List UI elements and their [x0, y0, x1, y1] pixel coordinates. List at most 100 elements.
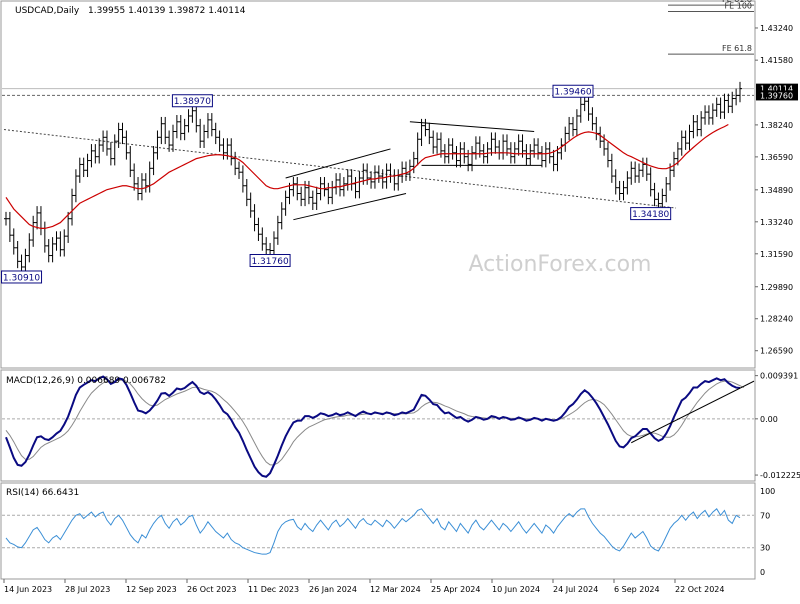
- price-bar: [260, 227, 265, 251]
- price-bar: [365, 163, 370, 185]
- rsi-layer: [2, 508, 754, 555]
- price-bar: [291, 177, 296, 197]
- price-bar: [23, 248, 28, 274]
- price-bar: [341, 177, 346, 197]
- price-bar: [532, 138, 537, 158]
- price-bar: [170, 124, 175, 152]
- price-bar: [613, 169, 618, 195]
- price-bar: [598, 126, 603, 148]
- x-tick-label: 25 Apr 2024: [431, 585, 480, 594]
- y-tick-label: 1.28240: [760, 315, 793, 324]
- price-bar: [229, 138, 234, 166]
- price-bar: [116, 122, 121, 148]
- price-bar: [299, 186, 304, 207]
- macd-title: MACD(12,26,9) 0.006689 0.006782: [6, 376, 166, 386]
- macd-y-tick-label: 0.009391: [760, 372, 798, 381]
- y-tick-label: 1.41580: [760, 56, 793, 65]
- macd-line: [5, 375, 741, 478]
- price-bar: [62, 229, 67, 257]
- price-bar: [671, 151, 676, 178]
- price-bar: [256, 217, 261, 242]
- price-bar: [198, 118, 203, 148]
- y-tick-label: 1.43240: [760, 24, 793, 33]
- price-bar: [104, 130, 109, 156]
- price-bar: [703, 105, 708, 125]
- price-bar: [120, 122, 125, 145]
- price-bar: [101, 130, 106, 152]
- price-bar: [233, 151, 238, 176]
- price-bar: [450, 138, 455, 160]
- price-bar: [427, 122, 432, 145]
- price-bar: [7, 211, 12, 242]
- price-bar: [431, 130, 436, 154]
- y-tick-label: 1.33240: [760, 218, 793, 227]
- y-tick-label: 1.26590: [760, 347, 793, 356]
- header-symbol: USDCAD,Daily: [15, 6, 80, 16]
- y-tick-label: 1.36590: [760, 153, 793, 162]
- price-bar: [287, 182, 292, 205]
- x-tick-label: 14 Jun 2023: [4, 585, 52, 594]
- price-bar: [31, 215, 36, 247]
- rsi-panel-frame: [0, 482, 756, 580]
- price-bar: [155, 130, 160, 160]
- price-bar: [687, 124, 692, 150]
- price-bar: [50, 237, 55, 263]
- price-bar: [4, 211, 8, 226]
- y-tick-label: 1.38240: [760, 121, 793, 130]
- price-bar: [691, 115, 696, 139]
- price-bar: [275, 215, 280, 245]
- price-bar: [376, 165, 381, 183]
- price-bar: [415, 132, 420, 166]
- price-bar: [178, 115, 183, 141]
- rsi-title: RSI(14) 66.6431: [6, 488, 79, 498]
- price-bar: [605, 142, 610, 168]
- swing-label: 1.31760: [249, 254, 291, 268]
- rsi-line: [5, 508, 741, 555]
- price-bar: [369, 171, 374, 189]
- price-bar: [264, 237, 269, 257]
- price-bar: [306, 180, 311, 205]
- x-tick-label: 10 Jun 2024: [492, 585, 540, 594]
- swing-label: 1.39460: [552, 84, 594, 98]
- price-bar: [194, 103, 199, 133]
- price-bar: [435, 132, 440, 154]
- price-bar: [621, 180, 626, 201]
- price-bar: [571, 116, 576, 137]
- price-bar: [640, 157, 645, 178]
- price-bar: [652, 182, 657, 207]
- price-bar: [205, 113, 210, 139]
- price-bar: [473, 136, 478, 160]
- price-bar: [54, 231, 59, 251]
- x-tick-label: 12 Mar 2024: [370, 585, 421, 594]
- price-bar: [699, 111, 704, 137]
- price-bar: [470, 146, 475, 172]
- macd-trend-line: [631, 380, 755, 444]
- price-bar: [93, 144, 98, 164]
- price-bar: [609, 153, 614, 183]
- price-bar: [70, 188, 75, 226]
- price-bar: [326, 182, 331, 205]
- price-bar: [46, 239, 51, 263]
- price-bar: [404, 161, 409, 181]
- price-bar: [660, 188, 665, 211]
- x-tick-label: 26 Jan 2024: [309, 585, 357, 594]
- price-bar: [139, 173, 144, 201]
- price-bar: [240, 165, 245, 193]
- price-bar: [217, 130, 222, 152]
- x-tick-label: 22 Oct 2024: [675, 585, 724, 594]
- x-tick-label: 24 Jul 2024: [553, 585, 598, 594]
- swing-label-text: 1.38970: [174, 97, 211, 107]
- price-bar: [345, 169, 350, 191]
- rsi-y-tick-label: 70: [760, 511, 770, 520]
- price-bar: [722, 93, 727, 119]
- macd-panel-frame: [0, 369, 756, 482]
- price-bar: [322, 177, 327, 197]
- x-tick-label: 12 Sep 2023: [126, 585, 177, 594]
- rsi-y-tick-label: 30: [760, 544, 770, 553]
- x-tick-label: 28 Jul 2023: [65, 585, 110, 594]
- price-bar: [730, 91, 735, 114]
- price-bar: [15, 241, 20, 269]
- price-bar: [167, 130, 172, 152]
- trend-line: [3, 129, 677, 209]
